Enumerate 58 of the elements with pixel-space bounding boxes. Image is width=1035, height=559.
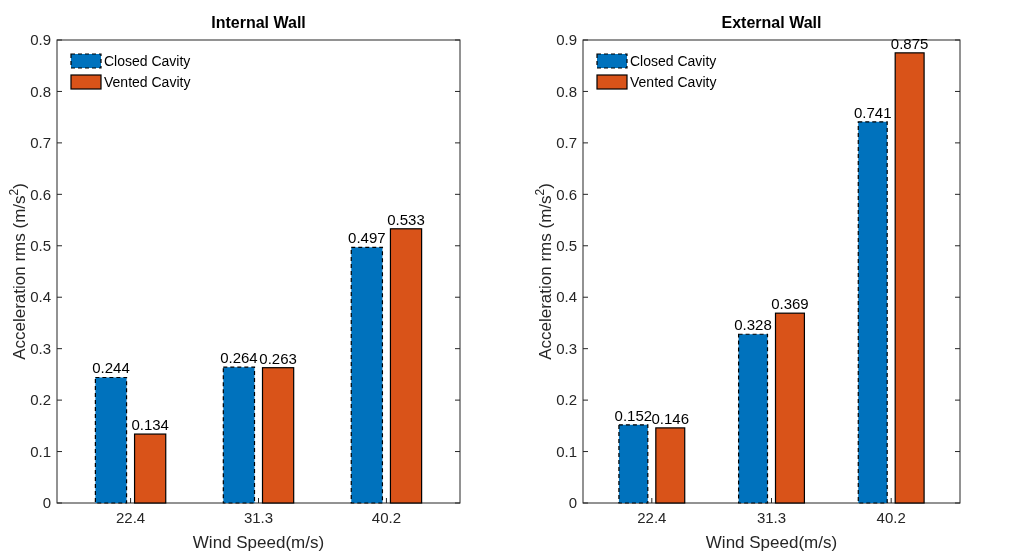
data-label: 0.741	[853, 103, 892, 121]
x-tick-label: 40.2	[371, 509, 402, 526]
bar	[261, 367, 295, 504]
y-tick-label: 0.3	[30, 339, 51, 357]
x-tick-label: 31.3	[756, 509, 787, 526]
y-tick-label: 0.7	[30, 134, 51, 152]
x-axis-title: Wind Speed(m/s)	[192, 533, 325, 552]
x-tick-label: 40.2	[876, 509, 906, 526]
legend-label: Closed Cavity	[630, 52, 717, 69]
y-tick-label: 0.2	[556, 391, 577, 409]
y-tick-label: 0.4	[556, 288, 577, 306]
bar	[222, 366, 256, 504]
bar	[857, 121, 888, 504]
y-tick-label: 0.5	[556, 237, 577, 255]
bar	[655, 427, 686, 504]
y-tick-label: 0.9	[556, 31, 577, 49]
x-tick-label: 31.3	[243, 509, 274, 526]
bar	[737, 333, 769, 504]
data-label: 0.875	[890, 34, 929, 52]
y-tick-label: 0.9	[30, 31, 51, 49]
y-tick-label: 0	[42, 494, 51, 512]
legend-label: Closed Cavity	[104, 52, 191, 69]
legend-label: Vented Cavity	[104, 73, 191, 90]
data-label: 0.264	[220, 349, 258, 367]
y-tick-label: 0.1	[556, 442, 577, 460]
bar	[389, 228, 423, 504]
y-tick-label: 0.5	[30, 237, 51, 255]
bar	[133, 433, 167, 504]
chart-title: Internal Wall	[211, 14, 306, 31]
data-label: 0.328	[734, 316, 772, 334]
bar	[94, 376, 128, 504]
data-label: 0.146	[651, 409, 690, 427]
chart-title: External Wall	[721, 14, 822, 31]
y-tick-label: 0.3	[556, 339, 577, 357]
data-label: 0.497	[348, 229, 386, 247]
x-tick-label: 22.4	[115, 509, 146, 526]
data-label: 0.152	[614, 406, 653, 424]
bar	[350, 246, 384, 504]
y-tick-label: 0.4	[30, 288, 51, 306]
y-tick-label: 0.7	[556, 134, 577, 152]
legend-label: Vented Cavity	[630, 73, 717, 90]
y-tick-label: 0.1	[30, 442, 51, 460]
bar	[774, 312, 806, 504]
data-label: 0.533	[387, 210, 425, 228]
y-tick-label: 0.8	[30, 82, 51, 100]
y-tick-label: 0.6	[30, 185, 51, 203]
y-tick-label: 0.6	[556, 185, 577, 203]
bar	[894, 52, 925, 504]
x-tick-label: 22.4	[637, 509, 667, 526]
bar	[618, 424, 649, 504]
y-tick-label: 0.8	[556, 82, 577, 100]
data-label: 0.369	[771, 295, 809, 313]
data-label: 0.263	[259, 349, 297, 367]
x-axis-title: Wind Speed(m/s)	[705, 533, 838, 552]
data-label: 0.134	[131, 416, 169, 434]
y-tick-label: 0	[568, 494, 577, 512]
data-label: 0.244	[92, 359, 130, 377]
y-tick-label: 0.2	[30, 391, 51, 409]
